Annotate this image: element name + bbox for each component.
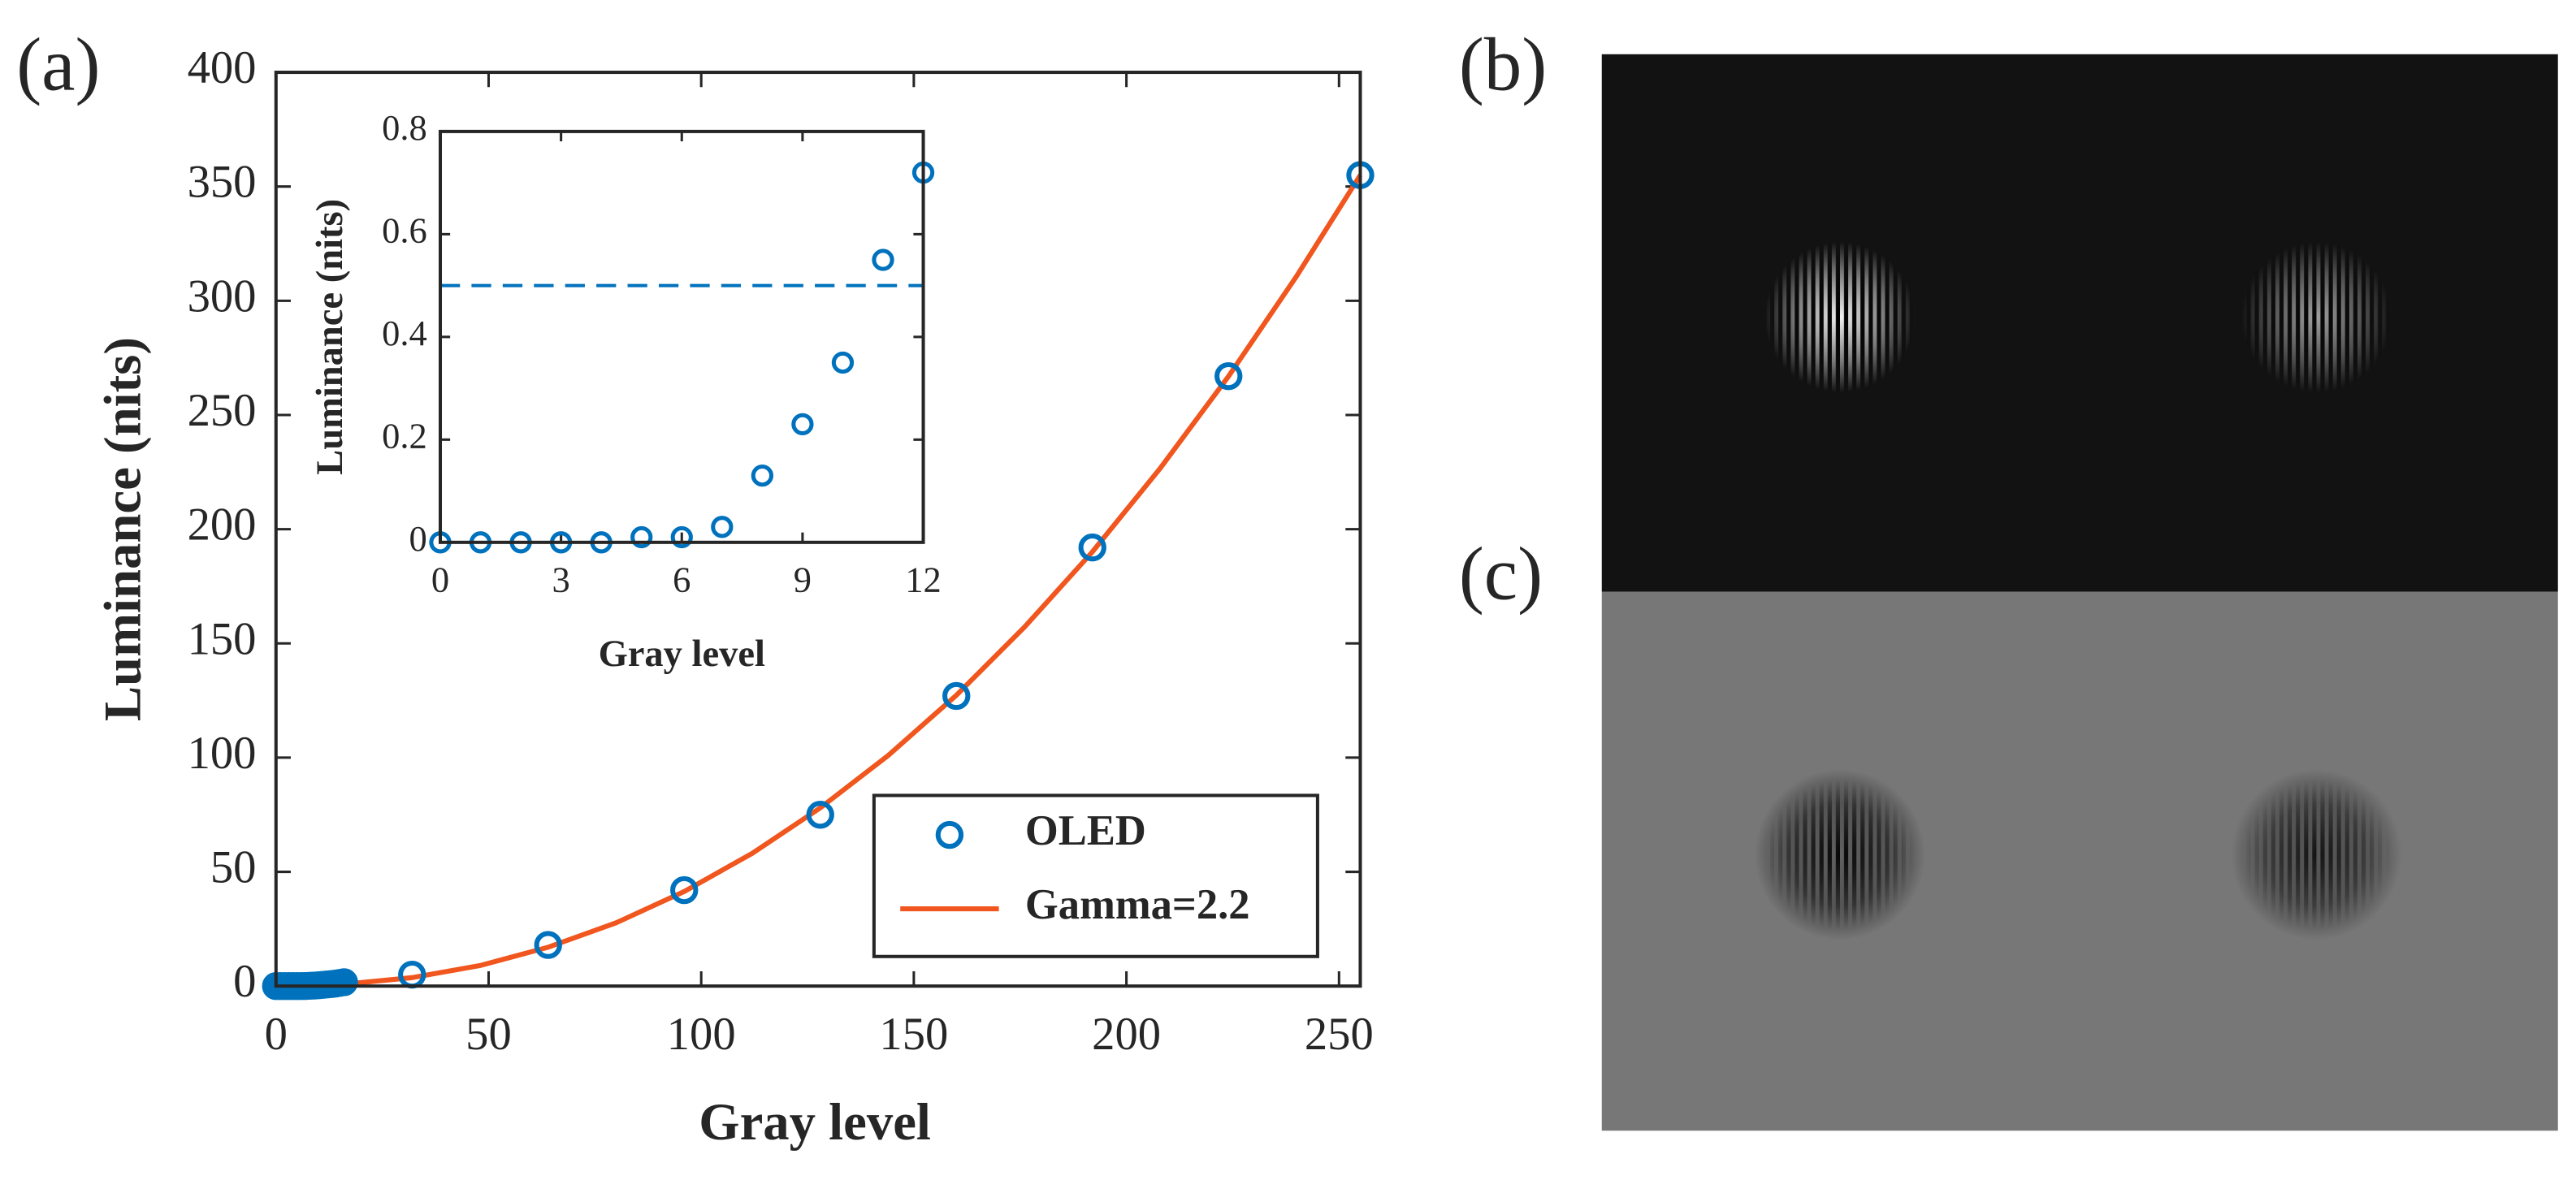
- data-point: [831, 351, 855, 374]
- data-point: [711, 516, 734, 538]
- data-point: [670, 525, 693, 549]
- image-b: [1601, 54, 2558, 592]
- y-tick-label: 400: [188, 43, 257, 93]
- data-point: [630, 525, 653, 549]
- y-tick-label: 100: [188, 728, 257, 779]
- x-tick-label: 150: [879, 1009, 948, 1060]
- plot-area: [439, 131, 924, 542]
- gabor: [1764, 241, 1916, 393]
- y-axis-label: Luminance (nits): [310, 199, 351, 475]
- y-tick-label: 350: [188, 158, 257, 208]
- y-tick-label: 0.4: [382, 313, 427, 353]
- x-axis-label: Gray level: [699, 1093, 931, 1152]
- data-point: [806, 801, 834, 829]
- legend-label: OLED: [1025, 807, 1146, 854]
- y-axis-label: Luminance (nits): [94, 337, 153, 721]
- gabor: [2240, 241, 2392, 393]
- data-point: [670, 875, 699, 905]
- y-tick-label: 0.6: [382, 210, 427, 251]
- fit-line: [275, 174, 1363, 989]
- x-tick-label: 250: [1305, 1009, 1374, 1060]
- panel-label: (b): [1459, 23, 1547, 106]
- x-tick-label: 0: [265, 1009, 288, 1060]
- y-tick-label: 0.8: [382, 107, 427, 148]
- data-point: [330, 968, 358, 996]
- panel-label: (a): [16, 23, 100, 106]
- legend-marker: [935, 820, 964, 849]
- data-point: [942, 681, 971, 711]
- x-tick-label: 12: [905, 560, 941, 600]
- gabor: [1754, 769, 1926, 940]
- x-tick-label: 0: [431, 560, 449, 600]
- image-c: [1601, 591, 2558, 1131]
- axes-box: [438, 129, 925, 544]
- legend-label: Gamma=2.2: [1025, 881, 1250, 928]
- data-point: [534, 931, 562, 959]
- y-tick-label: 0: [233, 957, 256, 1007]
- data-point: [872, 249, 894, 271]
- y-tick-label: 200: [188, 500, 257, 551]
- data-point: [1078, 533, 1106, 562]
- y-tick-label: 0: [409, 518, 427, 559]
- x-tick-label: 9: [794, 560, 812, 600]
- y-tick-label: 250: [188, 386, 257, 436]
- data-point: [791, 413, 814, 436]
- data-point: [751, 464, 774, 487]
- x-tick-label: 6: [673, 560, 691, 600]
- gabor: [2231, 769, 2402, 940]
- y-tick-label: 150: [188, 614, 257, 664]
- y-tick-label: 50: [210, 843, 257, 893]
- x-tick-label: 3: [552, 560, 570, 600]
- x-tick-label: 100: [667, 1009, 736, 1060]
- y-tick-label: 300: [188, 271, 257, 322]
- x-tick-label: 50: [465, 1009, 512, 1060]
- axes-box: [274, 71, 1362, 988]
- y-tick-label: 0.2: [382, 416, 427, 456]
- x-tick-label: 200: [1092, 1009, 1161, 1060]
- data-point: [1214, 361, 1243, 391]
- panel-label: (c): [1459, 533, 1543, 616]
- x-axis-label: Gray level: [599, 633, 765, 675]
